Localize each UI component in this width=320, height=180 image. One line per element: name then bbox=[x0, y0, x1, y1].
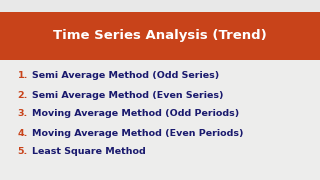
Text: 5.: 5. bbox=[18, 147, 28, 156]
Bar bbox=[0, 12, 320, 60]
Text: 3.: 3. bbox=[18, 109, 28, 118]
Text: 2.: 2. bbox=[18, 91, 28, 100]
Text: Moving Average Method (Odd Periods): Moving Average Method (Odd Periods) bbox=[32, 109, 239, 118]
Text: Moving Average Method (Even Periods): Moving Average Method (Even Periods) bbox=[32, 129, 244, 138]
Text: Semi Average Method (Even Series): Semi Average Method (Even Series) bbox=[32, 91, 223, 100]
Text: Least Square Method: Least Square Method bbox=[32, 147, 146, 156]
Text: Semi Average Method (Odd Series): Semi Average Method (Odd Series) bbox=[32, 71, 219, 80]
Bar bbox=[0, 0, 320, 12]
Text: 1.: 1. bbox=[18, 71, 28, 80]
Bar bbox=[0, 60, 320, 180]
Text: 4.: 4. bbox=[18, 129, 28, 138]
Text: Time Series Analysis (Trend): Time Series Analysis (Trend) bbox=[53, 30, 267, 42]
